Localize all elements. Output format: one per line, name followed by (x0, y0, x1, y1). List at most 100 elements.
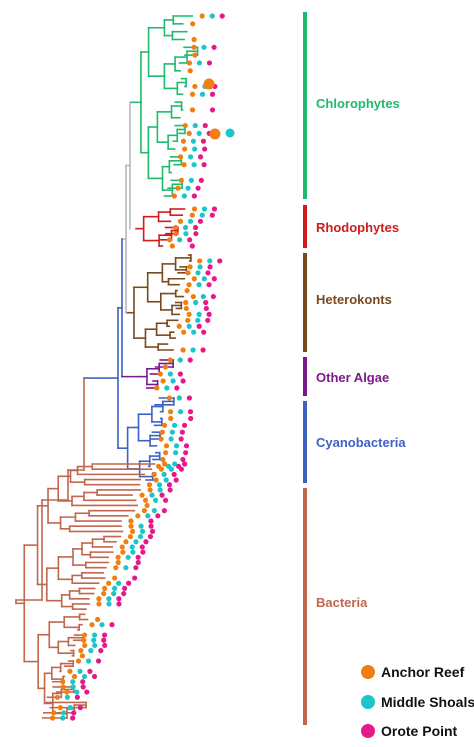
dot-orote-point (187, 237, 193, 243)
group-chlorophytes: Chlorophytes (303, 12, 400, 199)
dot-middle-shoals (149, 492, 155, 498)
dot-middle-shoals (168, 436, 174, 442)
dot-middle-shoals (123, 565, 129, 571)
dot-orote-point (121, 590, 127, 597)
dot-orote-point (177, 371, 183, 377)
dot-anchor-reef (190, 293, 196, 300)
dot-anchor-reef (184, 288, 190, 294)
dot-middle-shoals (190, 138, 197, 144)
dot-middle-shoals (185, 185, 191, 191)
dot-orote-point (178, 436, 184, 442)
dot-orote-point (98, 648, 104, 654)
dot-anchor-reef (181, 162, 187, 168)
legend-label-orote-point: Orote Point (381, 723, 458, 739)
dot-orote-point (195, 185, 201, 191)
dot-anchor-reef (115, 559, 121, 566)
dot-middle-shoals (130, 549, 136, 555)
dot-middle-shoals (196, 130, 202, 136)
dot-anchor-reef (128, 523, 134, 529)
dot-orote-point (80, 684, 86, 690)
dot-anchor-reef (173, 231, 179, 237)
dot-orote-point (116, 601, 122, 607)
dot-anchor-reef (166, 395, 172, 401)
dot-orote-point (180, 378, 186, 384)
dot-orote-point (202, 122, 208, 129)
dot-orote-point (203, 299, 209, 306)
dot-orote-point (206, 60, 213, 66)
dot-middle-shoals (173, 450, 179, 456)
group-heterokonts: Heterokonts (303, 253, 392, 352)
dot-anchor-reef (160, 378, 166, 384)
dot-orote-point (197, 154, 204, 160)
group-bar-bacteria (303, 488, 307, 725)
dot-anchor-reef (106, 580, 112, 586)
dot-anchor-reef (50, 715, 56, 721)
dot-anchor-reef (60, 684, 66, 690)
dot-middle-shoals (170, 378, 176, 384)
dot-orote-point (149, 528, 156, 534)
legend-marker-middle-shoals (361, 695, 375, 709)
dot-middle-shoals (195, 270, 201, 276)
dot-anchor-reef (199, 13, 205, 19)
dot-middle-shoals (187, 154, 194, 160)
dot-anchor-reef (190, 21, 196, 27)
dot-middle-shoals (133, 539, 139, 545)
dot-anchor-reef (186, 311, 192, 317)
dot-anchor-reef (75, 658, 82, 664)
dot-orote-point (101, 637, 107, 643)
dot-orote-point (192, 224, 199, 231)
dot-orote-point (116, 596, 122, 602)
dot-middle-shoals (64, 694, 70, 700)
dot-anchor-reef (157, 371, 163, 377)
dot-middle-shoals (169, 429, 175, 435)
dot-anchor-reef (123, 539, 129, 545)
dot-orote-point (219, 13, 225, 19)
dot-middle-shoals (209, 13, 215, 19)
dot-middle-shoals (92, 642, 98, 649)
dot-orote-point (189, 243, 195, 249)
dot-orote-point (217, 258, 223, 264)
dot-middle-shoals (151, 508, 157, 514)
dot-middle-shoals (111, 590, 117, 597)
dot-orote-point (202, 146, 208, 152)
dot-orote-point (161, 508, 167, 514)
dot-middle-shoals (145, 513, 151, 519)
dot-orote-point (188, 415, 194, 422)
dot-anchor-reef (197, 258, 203, 264)
dot-orote-point (77, 705, 83, 711)
dot-middle-shoals (187, 218, 194, 224)
dot-middle-shoals (190, 347, 196, 353)
dot-anchor-reef (181, 329, 187, 335)
dot-anchor-reef (167, 357, 173, 363)
dot-middle-shoals (60, 715, 66, 721)
dot-anchor-reef (203, 78, 215, 90)
dot-anchor-reef (151, 471, 157, 477)
dot-orote-point (155, 513, 161, 519)
group-bar-other-algae (303, 357, 307, 396)
dot-orote-point (74, 694, 80, 700)
dot-orote-point (193, 231, 199, 237)
dot-orote-point (143, 539, 149, 545)
dot-anchor-reef (178, 177, 184, 183)
dot-orote-point (196, 323, 202, 329)
dot-anchor-reef (163, 443, 170, 449)
dot-orote-point (148, 523, 154, 529)
dot-anchor-reef (113, 565, 119, 571)
dot-middle-shoals (116, 580, 122, 586)
dot-orote-point (211, 44, 217, 50)
dot-middle-shoals (201, 276, 207, 282)
dot-orote-point (182, 461, 188, 467)
dot-middle-shoals (112, 585, 118, 592)
dot-anchor-reef (82, 642, 88, 649)
dot-middle-shoals (91, 637, 97, 643)
dot-orote-point (197, 218, 204, 224)
group-label-heterokonts: Heterokonts (316, 292, 392, 307)
dot-orote-point (205, 317, 211, 323)
dot-orote-point (159, 492, 165, 498)
dot-anchor-reef (162, 364, 169, 370)
dot-anchor-reef (127, 533, 134, 540)
dot-middle-shoals (177, 237, 183, 243)
dot-middle-shoals (152, 497, 159, 503)
dot-anchor-reef (101, 590, 107, 597)
